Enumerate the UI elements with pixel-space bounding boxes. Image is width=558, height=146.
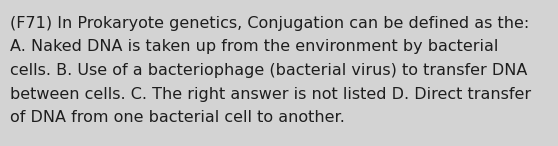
Text: of DNA from one bacterial cell to another.: of DNA from one bacterial cell to anothe… [10,110,345,125]
Text: cells. B. Use of a bacteriophage (bacterial virus) to transfer DNA: cells. B. Use of a bacteriophage (bacter… [10,63,527,78]
Text: between cells. C. The right answer is not listed D. Direct transfer: between cells. C. The right answer is no… [10,86,531,101]
Text: A. Naked DNA is taken up from the environment by bacterial: A. Naked DNA is taken up from the enviro… [10,40,498,54]
Text: (F71) In Prokaryote genetics, Conjugation can be defined as the:: (F71) In Prokaryote genetics, Conjugatio… [10,16,529,31]
